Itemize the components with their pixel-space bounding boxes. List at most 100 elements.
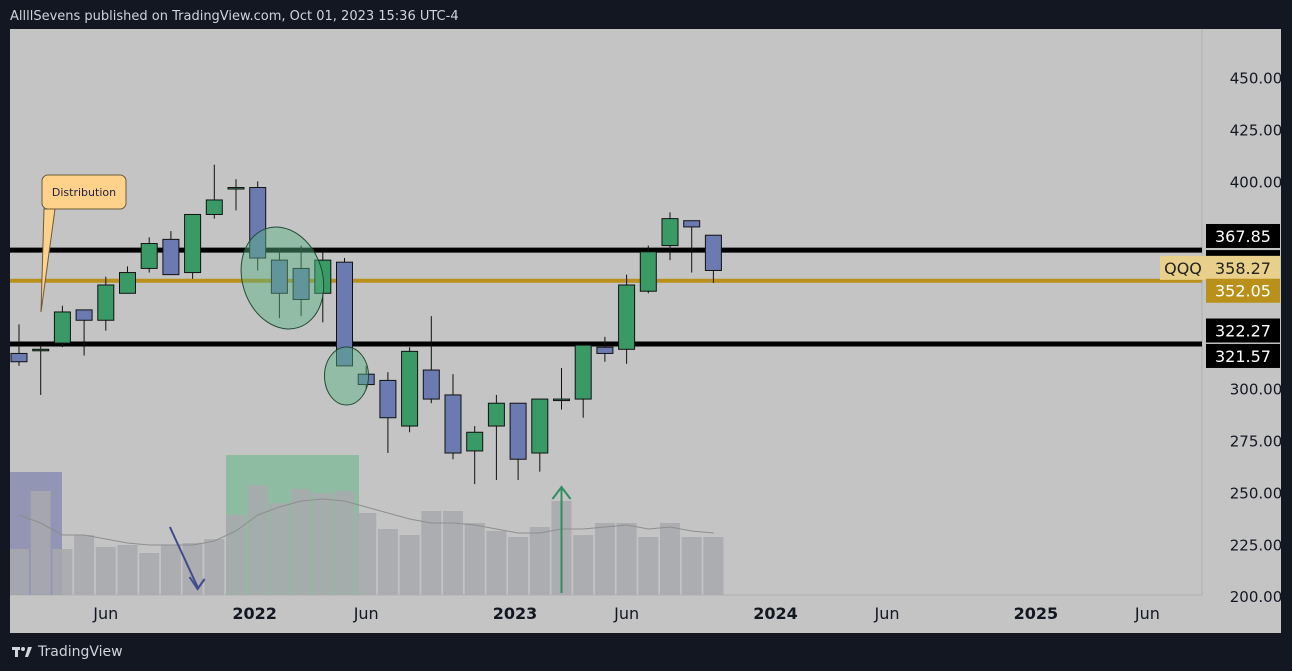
price-tag-text: 352.05 <box>1215 282 1271 301</box>
chart-svg[interactable]: Distribution 450.00 425.00 400.00 300.00 275.… <box>10 29 1281 633</box>
candle-body <box>162 238 180 276</box>
x-tick-label: Jun <box>613 604 639 623</box>
volume-bar <box>291 489 312 595</box>
volume-ma-line <box>18 498 714 546</box>
volume-bar <box>616 523 637 595</box>
y-tick-label: 200.00 <box>1230 588 1281 606</box>
callout-box <box>41 174 127 210</box>
candle-body <box>444 394 462 454</box>
candle-body <box>466 431 484 452</box>
candle <box>227 179 245 211</box>
volume-bar <box>226 515 246 595</box>
publisher-header: AllllSevens published on TradingView.com… <box>10 9 459 24</box>
y-tick-label: 225.00 <box>1230 536 1281 554</box>
candle <box>249 181 267 271</box>
volume-bar <box>269 503 290 595</box>
price-tag: 321.57 <box>1206 343 1280 368</box>
volume-bar <box>377 529 398 595</box>
candle <box>574 344 592 418</box>
candle <box>553 367 570 410</box>
y-tick-label: 300.00 <box>1230 381 1281 399</box>
price-tag: 358.27 QQQ <box>1160 255 1280 280</box>
price-tag-text: 322.27 <box>1215 322 1271 341</box>
volume-bar <box>660 523 680 595</box>
volume-bar <box>334 491 355 595</box>
footer-brand: TradingView <box>38 644 123 660</box>
candle <box>531 398 549 472</box>
y-tick-label: 250.00 <box>1230 484 1281 502</box>
chart-frame[interactable]: Distribution 450.00 425.00 400.00 300.00 275.… <box>10 29 1281 633</box>
volume-bar <box>421 511 442 595</box>
price-tag-bg <box>1206 278 1280 303</box>
volume-bar <box>182 543 203 595</box>
candle <box>292 245 310 317</box>
volume-bar <box>703 537 724 595</box>
candle <box>379 372 397 453</box>
y-tick-label: 425.00 <box>1230 121 1281 139</box>
candle <box>140 237 158 273</box>
volume-bar <box>95 547 116 595</box>
distribution-callout: Distribution <box>40 174 127 313</box>
candle-body <box>227 187 245 190</box>
candle <box>487 394 505 480</box>
price-tag: 322.27 <box>1206 318 1280 343</box>
candle-body <box>249 187 267 259</box>
volume-bar <box>356 513 377 595</box>
candle <box>422 316 440 404</box>
volume-bar <box>117 545 138 595</box>
candle-body <box>53 311 71 344</box>
candle <box>596 336 614 362</box>
volume-bar <box>312 493 333 595</box>
price-tag-text: 367.85 <box>1215 227 1271 246</box>
candle <box>270 247 288 319</box>
volume-bar <box>638 537 659 595</box>
volume-bar <box>139 553 160 595</box>
callout-pointer <box>40 208 56 313</box>
candle-body <box>379 379 397 419</box>
candle-body <box>661 218 679 247</box>
price-tag-text: 321.57 <box>1215 347 1271 366</box>
volume-bar <box>399 535 420 595</box>
volume-bar <box>508 537 529 595</box>
candle-body <box>140 243 158 269</box>
price-tag-text: 358.27 <box>1215 259 1271 278</box>
price-tag-bg <box>1206 223 1280 248</box>
volume-bar <box>681 537 702 595</box>
x-tick-label: 2022 <box>232 604 277 623</box>
up-arrowhead-icon <box>551 485 572 500</box>
candle-body <box>618 284 636 350</box>
x-tick-label: 2025 <box>1014 604 1059 623</box>
volume-bar <box>10 549 29 595</box>
volume-bar <box>247 485 268 595</box>
candle-body <box>553 398 570 402</box>
down-arrow-icon <box>168 526 199 588</box>
candle-body <box>704 234 722 271</box>
x-tick-label: Jun <box>1134 604 1160 623</box>
candle-body <box>97 284 115 321</box>
candle <box>119 266 136 294</box>
candle <box>401 347 419 433</box>
candle-body <box>683 220 701 228</box>
candle-body <box>639 251 657 292</box>
candle <box>162 231 180 276</box>
volume-bar <box>52 549 73 595</box>
volume-bar <box>160 545 181 595</box>
candle-body <box>357 373 375 386</box>
callout-text: Distribution <box>52 186 116 199</box>
volume-bar <box>573 535 594 595</box>
candle <box>661 212 679 261</box>
x-tick-label: 2024 <box>753 604 798 623</box>
candle-body <box>75 309 93 321</box>
candle <box>205 164 223 219</box>
candle-body <box>32 348 50 352</box>
y-tick-label: 400.00 <box>1230 173 1281 191</box>
candle-body <box>531 398 549 454</box>
price-tag: 367.85 <box>1206 223 1280 248</box>
candle-body <box>401 350 419 427</box>
down-arrowhead-icon <box>188 576 206 591</box>
x-tick-label: Jun <box>874 604 900 623</box>
highlight-ellipse <box>324 346 369 406</box>
candle <box>32 345 50 395</box>
candle-body <box>422 369 440 400</box>
candle <box>336 258 353 367</box>
